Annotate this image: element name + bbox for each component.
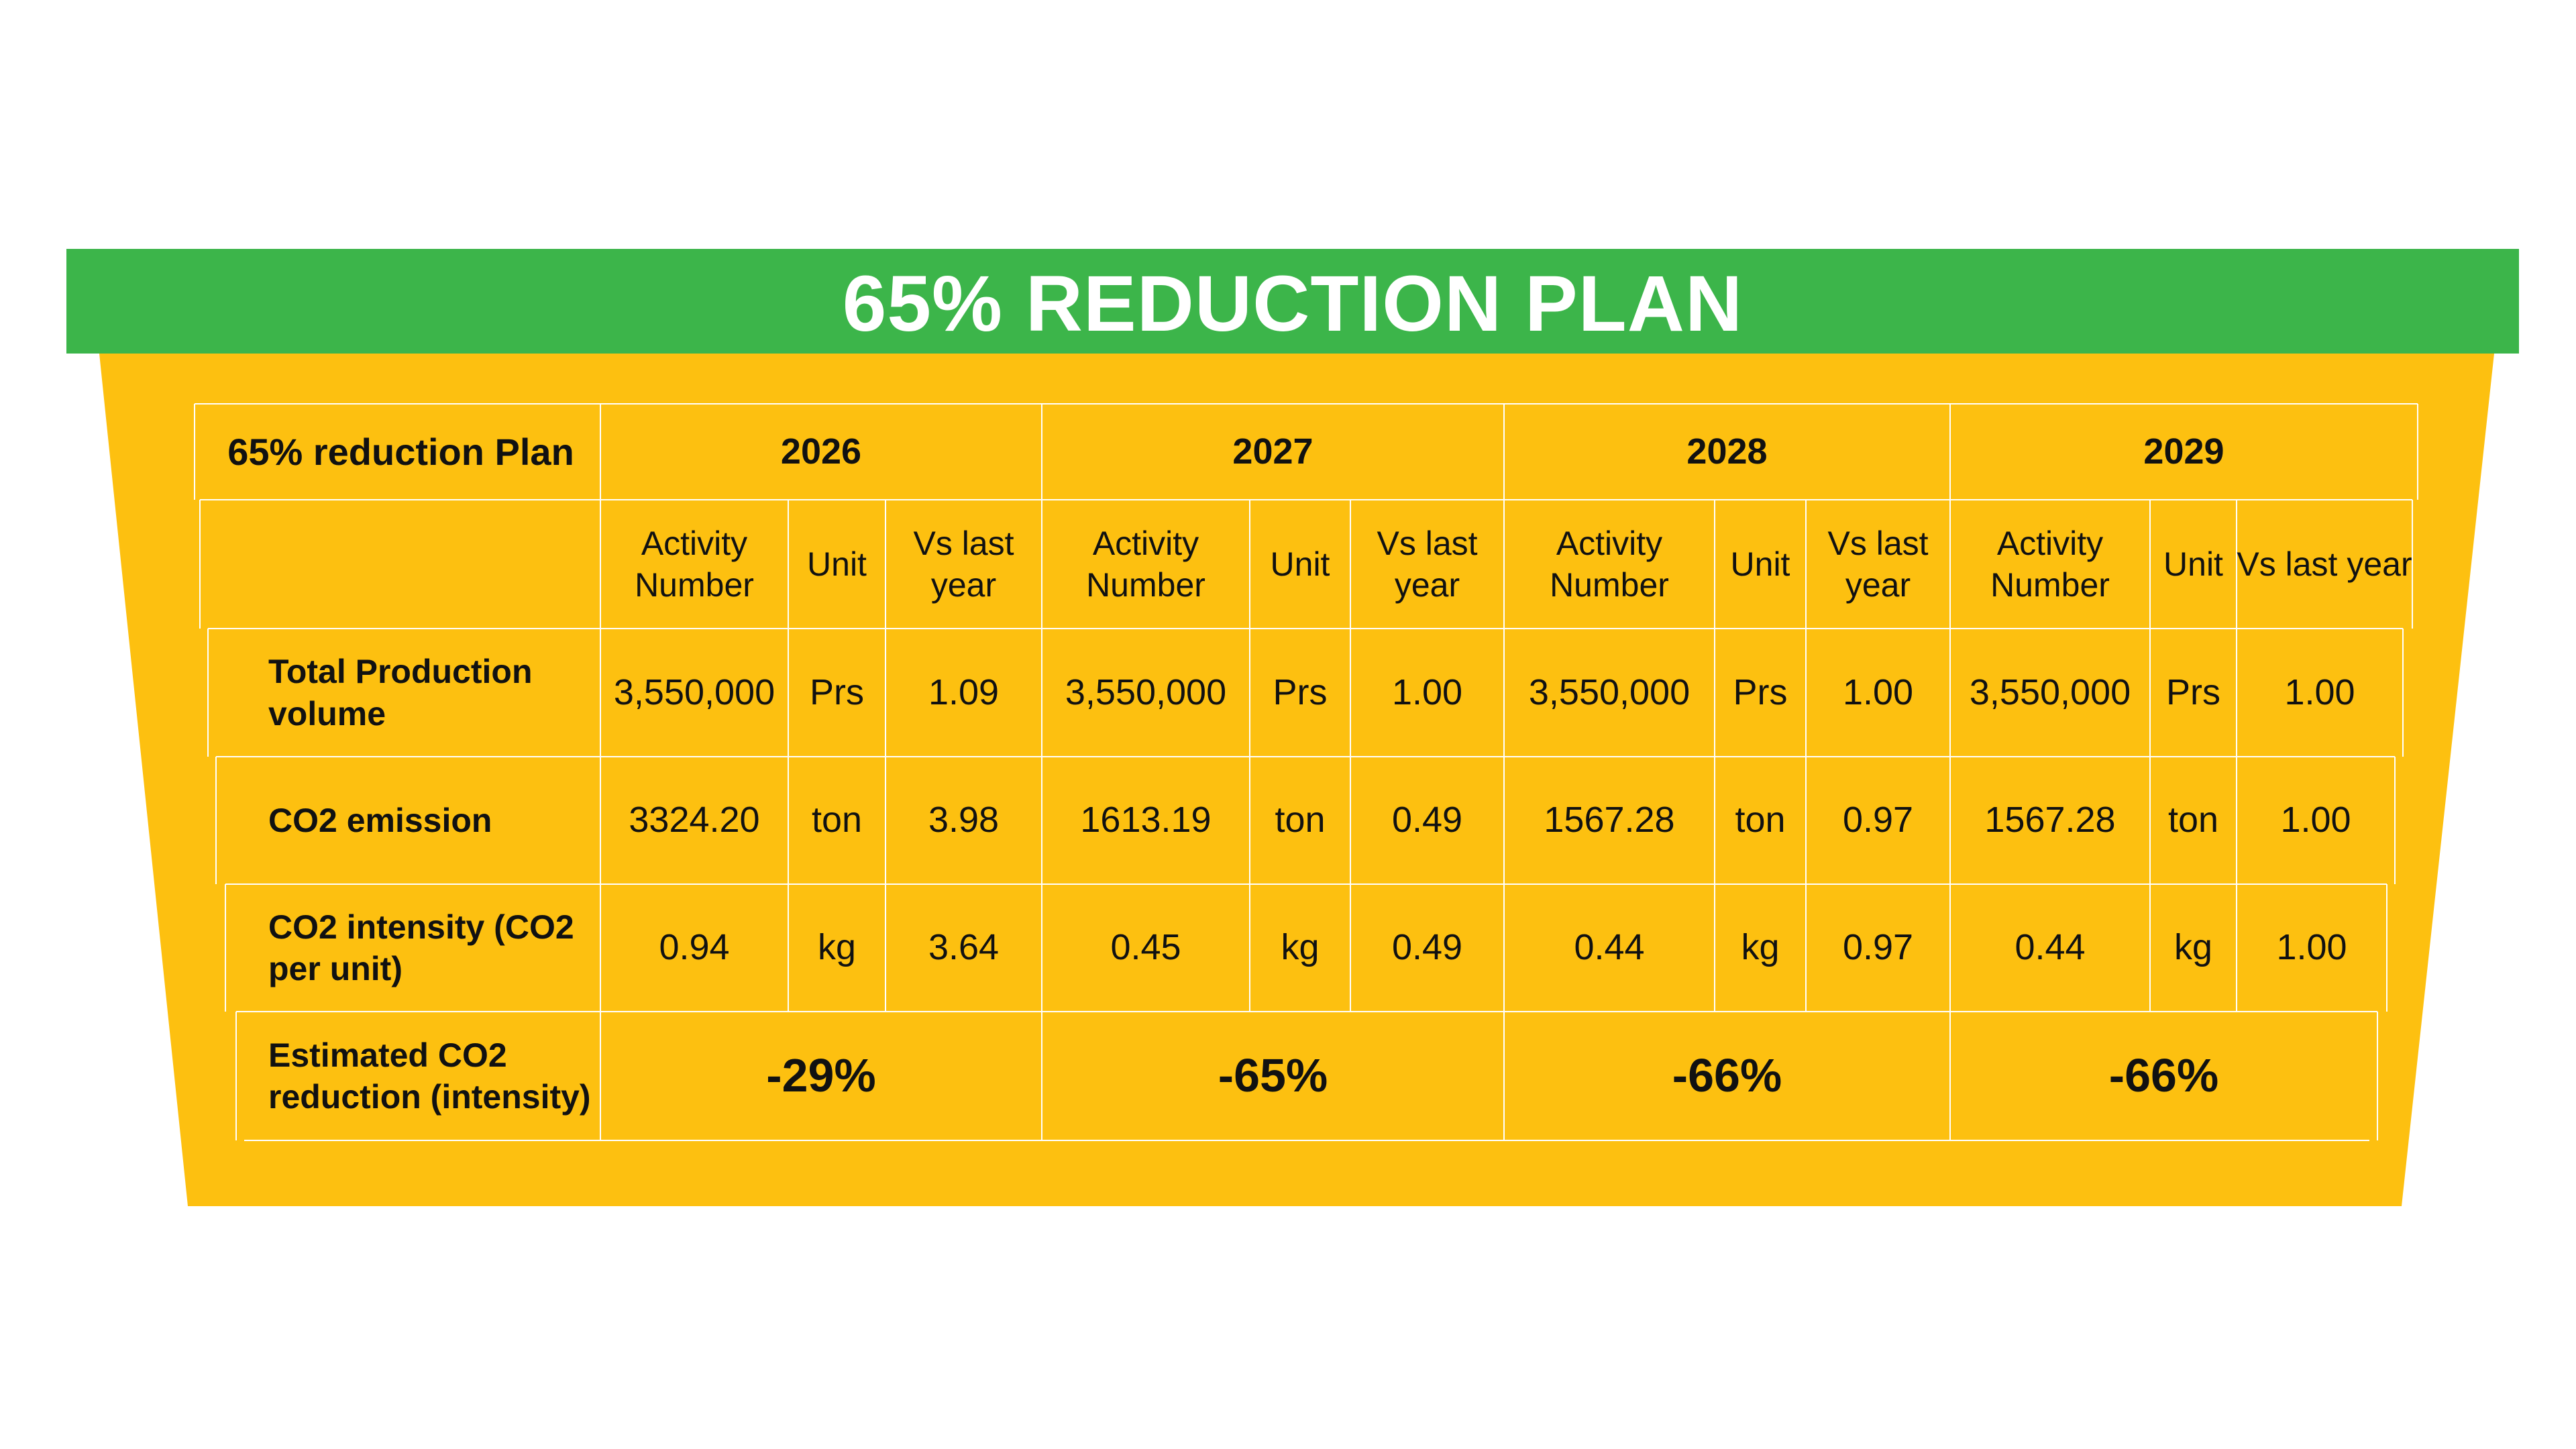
- estimated-reduction-value: -29%: [766, 1049, 876, 1102]
- subheader-unit: Unit: [1730, 545, 1790, 583]
- year-header-2028: 2028: [1686, 431, 1768, 472]
- vs-last-year-value: 3.98: [928, 800, 1000, 841]
- year-header-2026: 2026: [780, 431, 862, 472]
- vs-last-year-value: 0.97: [1842, 800, 1914, 841]
- unit-value: ton: [811, 800, 863, 841]
- page-title: 65% REDUCTION PLAN: [842, 260, 1743, 348]
- vs-last-year-value: 0.97: [1842, 927, 1914, 968]
- unit-value: ton: [1735, 800, 1786, 841]
- activity-number-value: 3,550,000: [1528, 672, 1690, 712]
- vs-last-year-value: 1.00: [1842, 672, 1914, 712]
- unit-value: ton: [2167, 800, 2219, 841]
- year-header-2027: 2027: [1232, 431, 1313, 472]
- activity-number-value: 1567.28: [1984, 800, 2116, 841]
- activity-number-value: 3,550,000: [613, 672, 775, 712]
- unit-value: kg: [817, 927, 857, 968]
- activity-number-value: 1567.28: [1544, 800, 1675, 841]
- title-banner: 65% REDUCTION PLAN: [66, 249, 2519, 354]
- vs-last-year-value: 3.64: [928, 927, 1000, 968]
- subheader-activity-number: Activity Number: [1990, 524, 2110, 604]
- unit-value: ton: [1275, 800, 1326, 841]
- estimated-reduction-value: -66%: [2108, 1049, 2219, 1102]
- vs-last-year-value: 0.49: [1391, 927, 1463, 968]
- vs-last-year-value: 1.00: [2284, 672, 2355, 712]
- vs-last-year-value: 0.49: [1391, 800, 1463, 841]
- unit-value: kg: [2174, 927, 2213, 968]
- activity-number-value: 1613.19: [1080, 800, 1212, 841]
- year-header-2029: 2029: [2143, 431, 2224, 472]
- subheader-unit: Unit: [807, 545, 867, 583]
- unit-value: Prs: [1733, 672, 1788, 712]
- estimated-reduction-value: -65%: [1218, 1049, 1328, 1102]
- subheader-activity-number: Activity Number: [1086, 524, 1205, 604]
- subheader-activity-number: Activity Number: [635, 524, 754, 604]
- unit-value: kg: [1741, 927, 1780, 968]
- activity-number-value: 3324.20: [629, 800, 760, 841]
- unit-value: kg: [1281, 927, 1320, 968]
- subheader-vs-last-year: Vs last year: [1377, 524, 1478, 604]
- activity-number-value: 0.44: [2015, 927, 2086, 968]
- subheader-vs-last-year: Vs last year: [913, 524, 1014, 604]
- vs-last-year-value: 1.00: [2276, 927, 2347, 968]
- activity-number-value: 3,550,000: [1065, 672, 1227, 712]
- vs-last-year-value: 1.00: [1391, 672, 1463, 712]
- vs-last-year-value: 1.00: [2280, 800, 2351, 841]
- activity-number-value: 0.94: [659, 927, 730, 968]
- estimated-reduction-value: -66%: [1672, 1049, 1782, 1102]
- subheader-vs-last-year: Vs last year: [2237, 545, 2412, 583]
- row-label: CO2 intensity (CO2 per unit): [268, 908, 574, 988]
- vs-last-year-value: 1.09: [928, 672, 1000, 712]
- row-label: Total Production volume: [268, 653, 533, 733]
- activity-number-value: 3,550,000: [1969, 672, 2131, 712]
- subheader-activity-number: Activity Number: [1550, 524, 1669, 604]
- subheader-unit: Unit: [2163, 545, 2223, 583]
- unit-value: Prs: [810, 672, 864, 712]
- activity-number-value: 0.44: [1574, 927, 1645, 968]
- unit-value: Prs: [2166, 672, 2220, 712]
- row-label: CO2 emission: [268, 801, 492, 839]
- unit-value: Prs: [1273, 672, 1328, 712]
- reduction-row-label: Estimated CO2 reduction (intensity): [268, 1036, 591, 1116]
- subheader-vs-last-year: Vs last year: [1827, 524, 1929, 604]
- activity-number-value: 0.45: [1110, 927, 1181, 968]
- table-corner-label: 65% reduction Plan: [227, 430, 574, 473]
- subheader-unit: Unit: [1270, 545, 1330, 583]
